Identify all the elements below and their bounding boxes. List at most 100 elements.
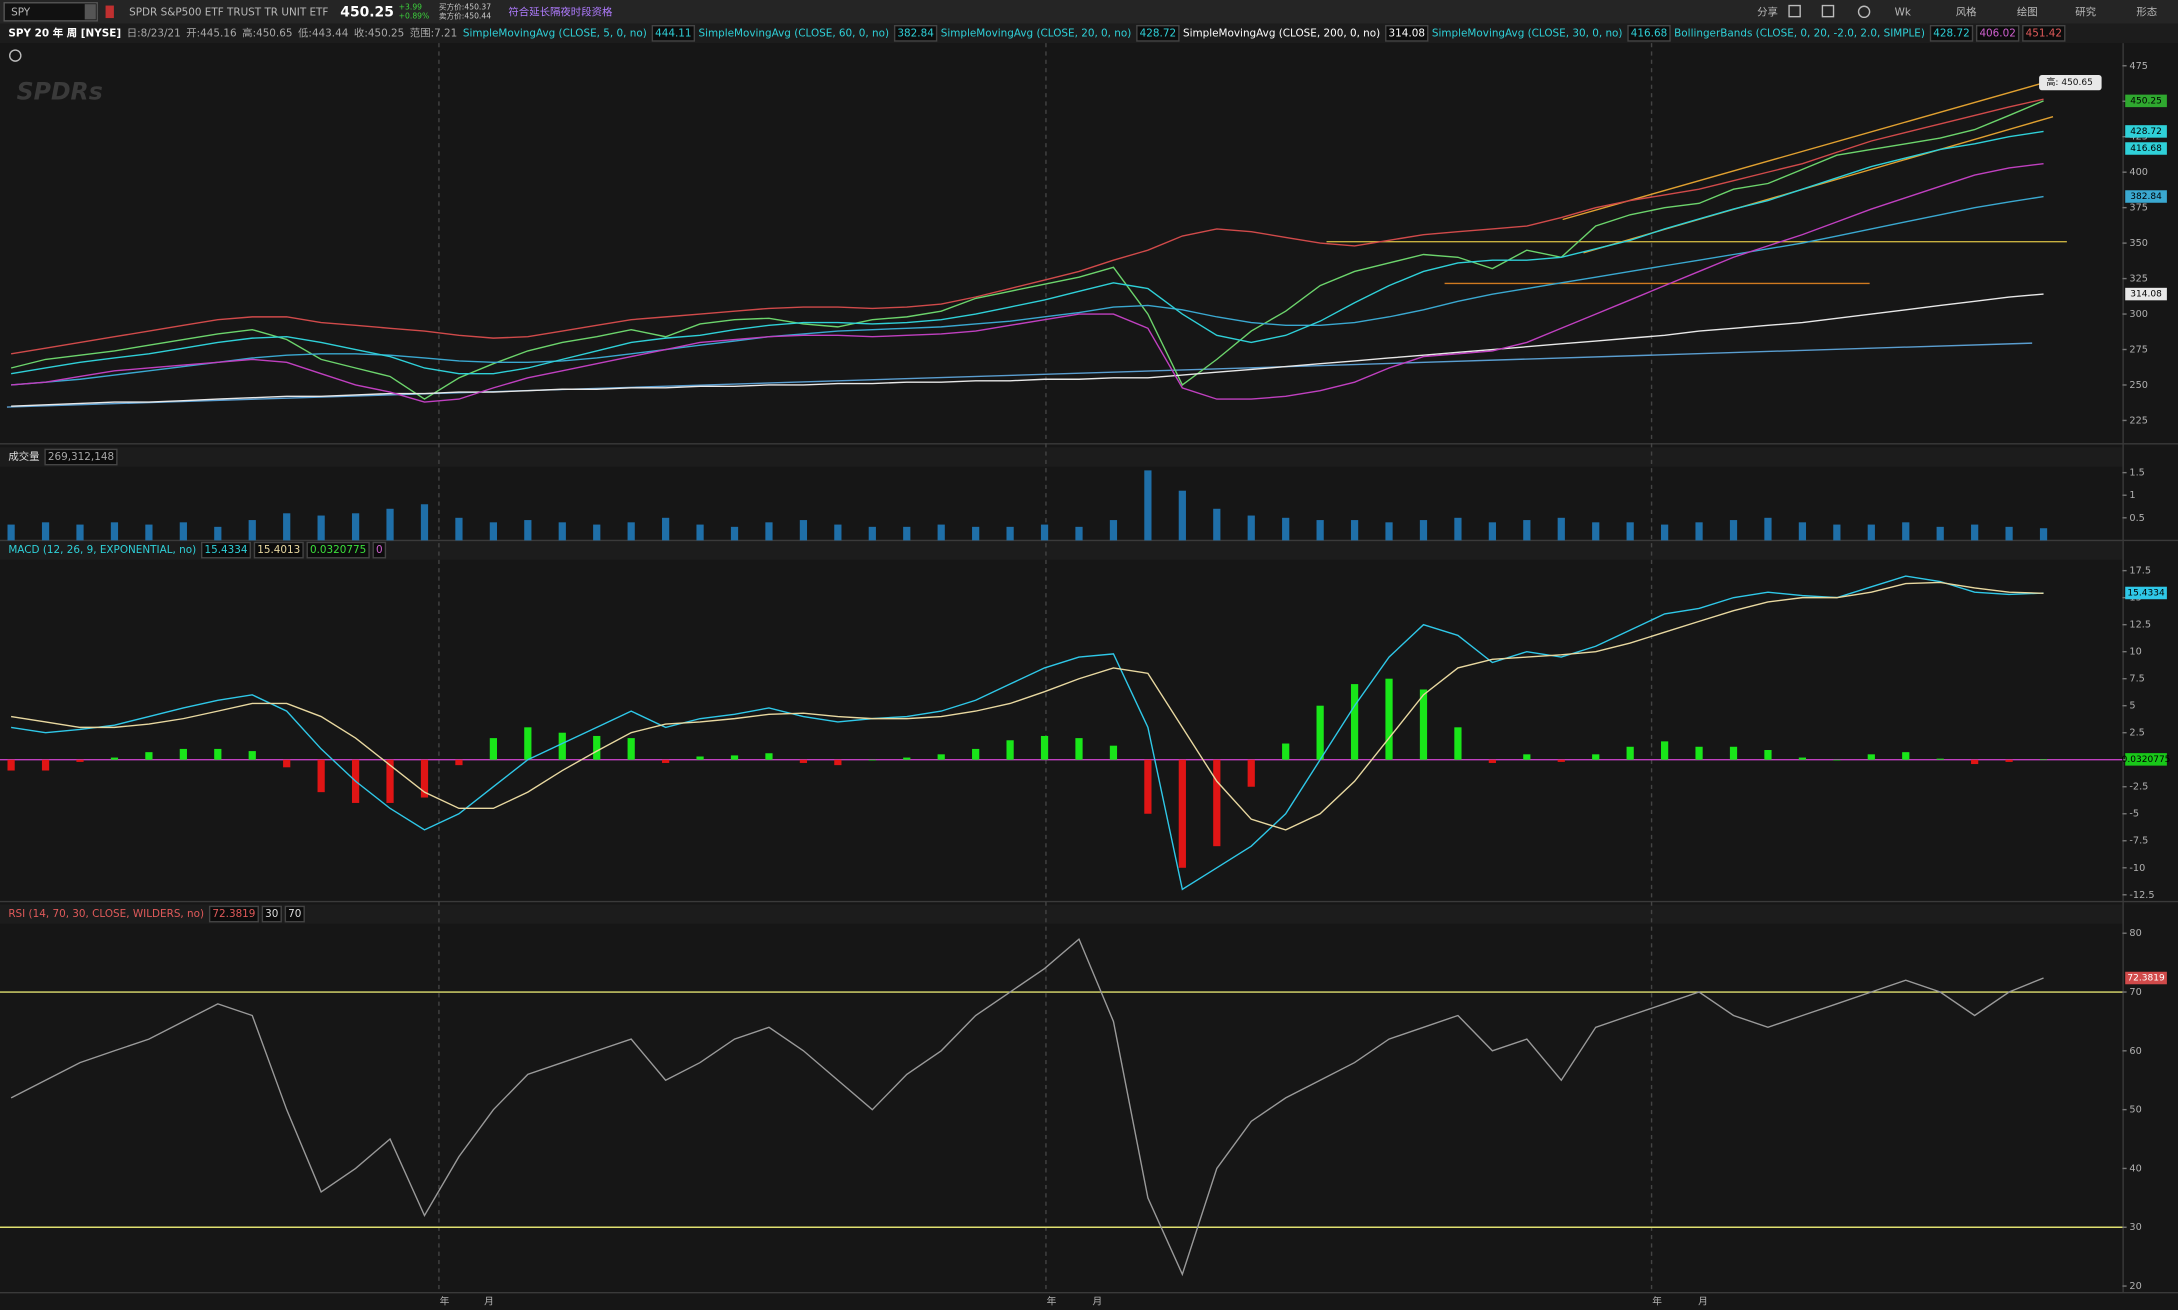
share-button[interactable]: 分享 [1757,6,1778,19]
studies-button[interactable]: 研究 [2075,6,2096,19]
bar [1109,745,1118,760]
last-price: 450.25 [340,5,394,21]
bar [1557,517,1565,541]
bar [937,754,945,760]
channel-line [1562,82,2043,221]
bar [1316,520,1324,541]
bar [1006,526,1014,541]
bar [489,522,497,541]
bar [1867,754,1875,760]
bar [1213,759,1221,847]
bar [7,524,15,541]
value-badge-label: 15.4334 [2127,588,2165,598]
symbol[interactable]: SPY [11,7,31,19]
value-box [284,905,305,923]
icon-button[interactable] [1821,4,1835,18]
bar [283,759,291,768]
bar [386,508,394,541]
bar [1661,741,1669,760]
bar [317,515,325,541]
link-icon[interactable] [105,5,114,19]
study-value: 15.4334 [204,544,247,556]
header-text: 高:450.65 [242,26,292,39]
value-box [651,25,696,42]
bar [76,524,84,541]
bar [145,524,153,541]
drawing-button[interactable]: 绘图 [2017,6,2038,19]
value-box [44,448,118,466]
bar [524,727,532,760]
patterns-button[interactable]: 形态 [2136,6,2157,19]
header-text: 低:443.44 [298,26,349,39]
bar [2005,526,2013,541]
settings-button[interactable] [1857,5,1871,19]
y-tick-label: -10 [2129,863,2145,874]
bar [662,517,670,541]
ask: 卖方价:450.44 [439,11,491,21]
series-line [11,293,2044,407]
y-tick-label: 17.5 [2129,566,2151,577]
value-box [208,905,259,923]
value-box [2022,25,2066,42]
description: SPDR S&P500 ETF TRUST TR UNIT ETF [129,7,328,19]
period-button[interactable]: Wk [1895,7,1911,19]
icon-button[interactable] [1788,4,1801,18]
notice[interactable]: 符合延长隔夜时段资格 [508,6,613,19]
bar [179,748,187,760]
value-badge-label: 416.68 [2130,144,2162,154]
study-value: 444.11 [655,27,691,39]
y-tick-label: 2.5 [2129,728,2144,739]
y-tick-label: 30 [2129,1222,2141,1233]
series-line [11,575,2044,891]
bar [730,526,739,541]
y-tick-label: 275 [2129,345,2148,356]
bar [1626,746,1634,760]
bar [386,759,394,803]
bar [1454,727,1462,760]
study-value: 314.08 [1389,27,1425,39]
bar [903,526,911,541]
study-value: 406.02 [1979,27,2015,39]
value-badge-label: 0.0320775 [2122,755,2171,765]
bar [1419,520,1428,541]
bar [1419,689,1428,760]
bar [696,756,704,760]
study-label: SimpleMovingAvg (CLOSE, 20, 0, no) [941,27,1132,39]
x-tick-label: 月 [484,1296,494,1308]
bar [1557,759,1565,762]
symbol-box[interactable] [3,2,98,22]
value-badge-label: 314.08 [2130,290,2162,300]
value-box [306,541,370,559]
bar [1316,705,1324,760]
info-icon[interactable] [9,49,22,62]
bar [1798,522,1807,541]
series-line [11,581,2044,831]
bar [1764,517,1772,541]
bar [1385,522,1393,541]
header-row [0,447,2123,467]
bar [834,759,842,766]
bar [145,752,153,760]
bar [1006,740,1014,760]
bar [1040,735,1049,760]
bar [696,524,704,541]
study-label: RSI (14, 70, 30, CLOSE, WILDERS, no) [8,908,204,920]
bar [1798,757,1807,760]
style-button[interactable]: 风格 [1956,6,1977,19]
bar [1867,524,1875,541]
symbol-dropdown[interactable] [84,4,96,20]
study-label: MACD (12, 26, 9, EXPONENTIAL, no) [8,544,196,556]
bar [972,748,980,760]
volume-label: 成交量 [8,450,39,463]
level-value: 70 [288,908,301,920]
value-box [893,25,938,42]
bar [248,751,256,760]
level-value: 30 [265,908,278,920]
bar [214,748,222,760]
bar [662,759,670,763]
bar [937,524,945,541]
bar [1075,526,1083,541]
study-label: SimpleMovingAvg (CLOSE, 200, 0, no) [1183,27,1380,39]
bar [455,759,463,766]
